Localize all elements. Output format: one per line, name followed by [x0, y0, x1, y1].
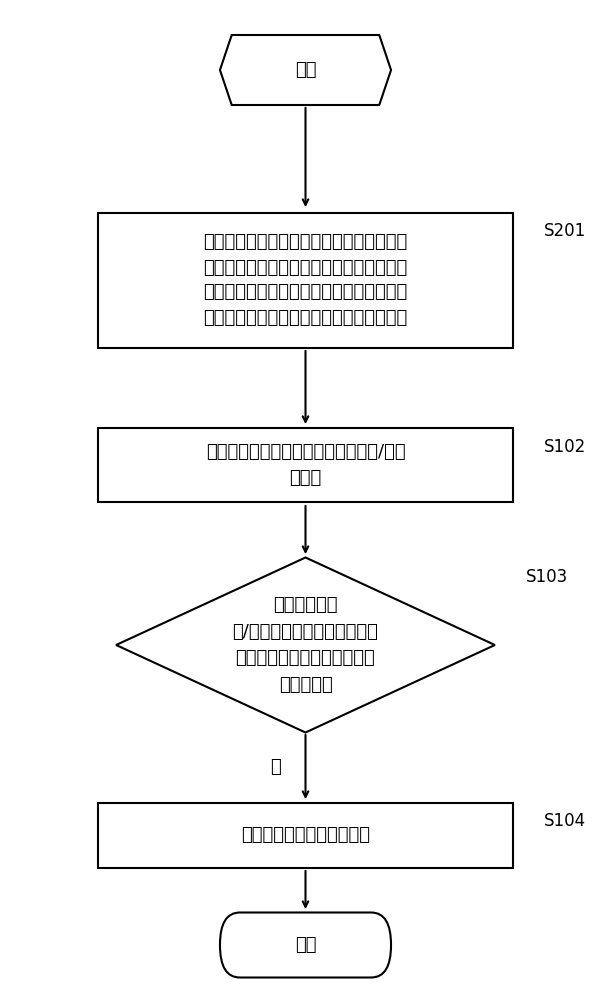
Text: 若光伏快速关断系统的逆变器处于限制输出
功率状态，逆变器直接控制自身的逆变电路
在每个关断状态进入周期内，至少施加一次
电信号扰动至光伏快速关断系统的直流总线: 若光伏快速关断系统的逆变器处于限制输出 功率状态，逆变器直接控制自身的逆变电路 … — [203, 233, 408, 326]
Text: S104: S104 — [544, 812, 586, 830]
Text: 开始: 开始 — [295, 61, 316, 79]
FancyBboxPatch shape — [98, 428, 513, 502]
Text: S102: S102 — [544, 438, 586, 456]
Text: 关断器进入或维持开通状态: 关断器进入或维持开通状态 — [241, 826, 370, 844]
Text: 各关断器分别检测自身的输入参数和/或输
出参数: 各关断器分别检测自身的输入参数和/或输 出参数 — [206, 444, 405, 487]
FancyBboxPatch shape — [98, 802, 513, 867]
Text: S201: S201 — [544, 223, 586, 240]
Polygon shape — [116, 558, 495, 732]
Text: 是: 是 — [270, 758, 281, 776]
Text: 根据输入参数
和/或输出参数判断自身所接的
直流总线的电信号扰动是否满
足预设条件: 根据输入参数 和/或输出参数判断自身所接的 直流总线的电信号扰动是否满 足预设条… — [233, 596, 378, 694]
Text: S103: S103 — [525, 568, 568, 585]
FancyBboxPatch shape — [98, 213, 513, 348]
FancyBboxPatch shape — [220, 912, 391, 978]
Text: 结束: 结束 — [295, 936, 316, 954]
Polygon shape — [220, 35, 391, 105]
